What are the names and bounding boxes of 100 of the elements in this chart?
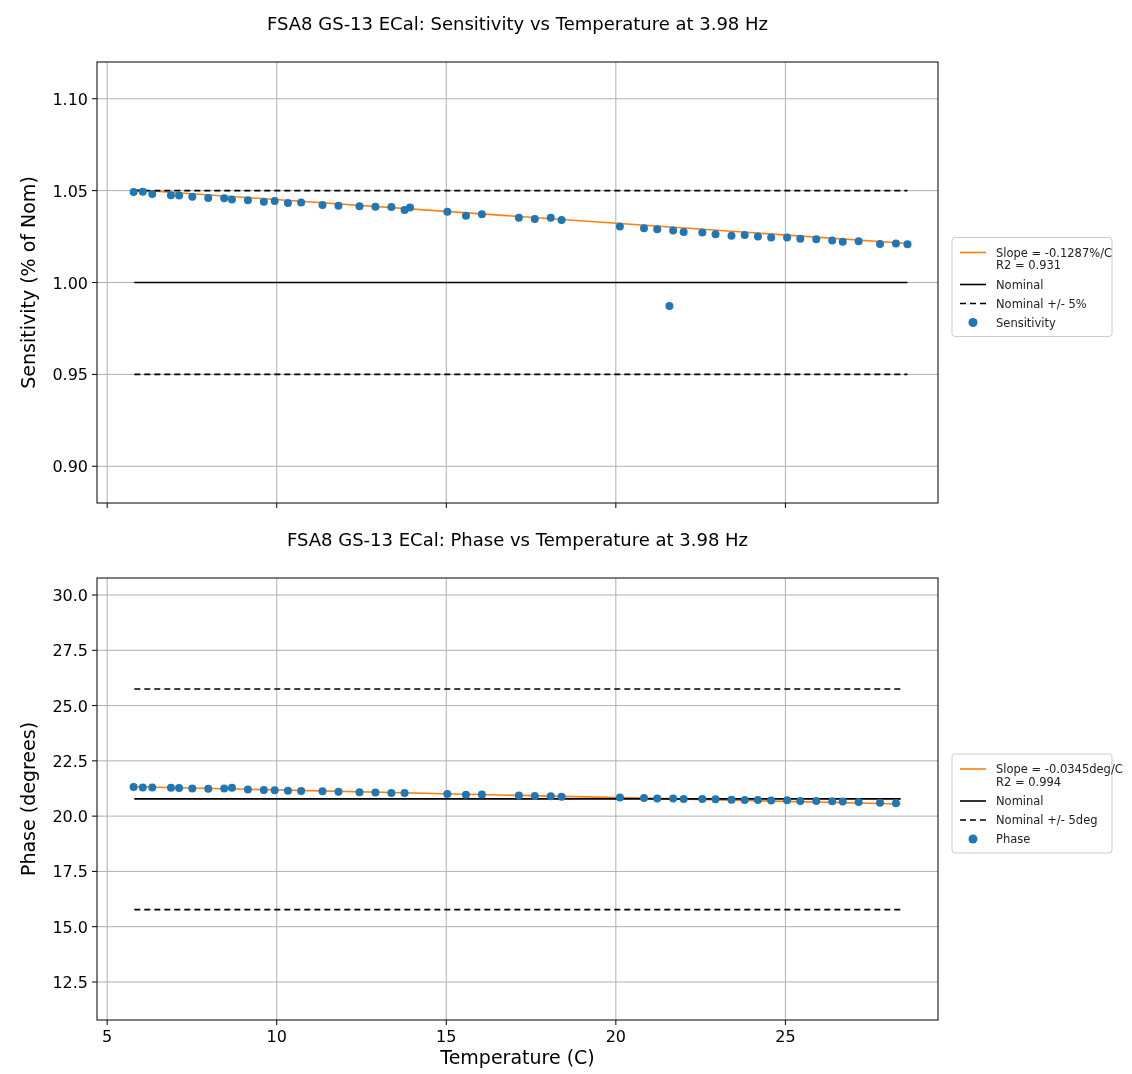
x-axis-title: Temperature (C) — [439, 1046, 595, 1068]
y-tick-label: 27.5 — [52, 641, 88, 661]
point — [406, 203, 414, 212]
point — [129, 188, 138, 197]
point — [270, 786, 279, 795]
point — [767, 233, 776, 242]
point — [148, 783, 157, 792]
legend-label: Nominal +/- 5deg — [996, 813, 1098, 827]
point — [387, 202, 396, 211]
y-tick-label: 25.0 — [52, 696, 88, 716]
point — [653, 794, 662, 803]
legend-label: Slope = -0.0345deg/C R2 = 0.994 — [996, 762, 1123, 789]
point — [175, 784, 184, 793]
y-tick-label: 20.0 — [52, 807, 88, 827]
point — [243, 785, 252, 794]
point — [166, 783, 175, 792]
legend-label: Slope = -0.1287%/C R2 = 0.931 — [996, 245, 1113, 272]
point — [204, 193, 213, 202]
y-axis-title: Sensitivity (% of Nom) — [17, 176, 39, 389]
point — [220, 784, 229, 793]
point — [371, 202, 380, 211]
point — [711, 230, 720, 239]
point — [796, 234, 805, 243]
point — [727, 795, 736, 804]
point — [876, 239, 885, 248]
point — [615, 222, 624, 231]
legend-label: Nominal — [996, 277, 1044, 292]
point — [615, 793, 624, 802]
y-tick-label: 12.5 — [52, 972, 88, 992]
y-tick-label: 22.5 — [52, 751, 88, 771]
y-tick-label: 1.00 — [52, 273, 88, 293]
point — [259, 786, 268, 795]
point — [753, 232, 762, 241]
x-tick-label: 20 — [605, 1027, 627, 1046]
point — [138, 783, 147, 792]
legend-label: Phase — [996, 832, 1031, 846]
point — [639, 224, 648, 233]
y-tick-label: 0.95 — [52, 365, 88, 385]
point — [796, 796, 805, 805]
point — [838, 237, 847, 246]
point — [698, 794, 707, 803]
point — [477, 210, 486, 219]
chart-title: FSA8 GS-13 ECal: Sensitivity vs Temperature at 3.98 Hz — [266, 13, 769, 34]
point — [891, 239, 900, 248]
point — [387, 788, 396, 797]
point — [297, 786, 306, 795]
point — [838, 797, 847, 806]
point — [283, 199, 292, 208]
point — [443, 207, 452, 216]
x-tick-label: 15 — [436, 1027, 457, 1046]
y-tick-label: 1.10 — [52, 89, 88, 109]
y-axis-title: Phase (degrees) — [17, 721, 39, 877]
point — [669, 794, 678, 803]
point — [639, 794, 648, 803]
point — [371, 788, 380, 797]
x-tick-label: 5 — [102, 1027, 113, 1046]
point — [828, 797, 837, 806]
point — [188, 784, 197, 793]
point — [557, 792, 566, 801]
y-tick-label: 0.90 — [52, 457, 88, 477]
point — [665, 302, 674, 311]
point — [514, 213, 523, 222]
point — [355, 202, 364, 211]
point — [903, 240, 912, 249]
x-tick-label: 25 — [775, 1027, 796, 1046]
point — [461, 790, 470, 799]
legend-label: Nominal — [996, 794, 1044, 808]
point — [740, 796, 749, 804]
point — [546, 213, 555, 222]
y-tick-label: 15.0 — [52, 917, 88, 937]
y-tick-label: 30.0 — [52, 586, 88, 606]
point — [557, 216, 566, 225]
point — [546, 792, 555, 801]
point — [783, 796, 792, 805]
point — [138, 187, 147, 196]
point — [318, 787, 327, 796]
point — [259, 197, 268, 206]
point — [828, 236, 837, 245]
point — [220, 194, 229, 203]
point — [204, 784, 213, 793]
point — [514, 791, 523, 800]
point — [698, 228, 707, 237]
point — [727, 231, 736, 240]
point — [783, 233, 792, 242]
legend-label: Nominal +/- 5% — [996, 296, 1087, 311]
point — [188, 192, 197, 201]
point — [812, 235, 821, 244]
point — [891, 799, 900, 808]
point — [355, 788, 364, 797]
point — [270, 197, 279, 206]
point — [679, 227, 688, 236]
point — [812, 797, 821, 806]
point — [400, 788, 409, 797]
point — [461, 211, 470, 220]
point — [530, 792, 539, 801]
point — [653, 225, 662, 234]
point — [740, 231, 749, 240]
point — [443, 790, 452, 799]
point — [243, 196, 252, 205]
point — [334, 201, 343, 210]
